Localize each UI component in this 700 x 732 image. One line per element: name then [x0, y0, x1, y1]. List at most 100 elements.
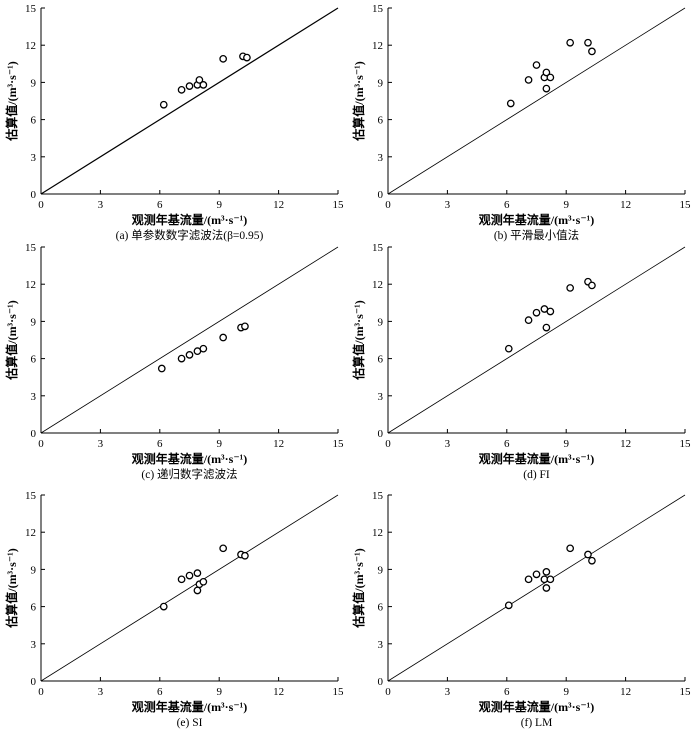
data-point — [185, 82, 194, 90]
y-tick-label: 0 — [378, 189, 384, 201]
y-tick-label: 9 — [31, 77, 37, 89]
y-tick-label: 3 — [378, 391, 384, 403]
y-tick-label: 6 — [378, 354, 384, 366]
y-tick-label: 0 — [31, 428, 37, 440]
y-axis-label: 估算值/(m³·s⁻¹) — [351, 300, 366, 381]
data-point — [219, 333, 228, 342]
data-point — [566, 284, 575, 292]
y-tick-label: 15 — [25, 3, 37, 15]
chart-panel-1: 0 3 6 9 12 15 0 3 6 9 12 15 观测年基流量/(m³·s⁻¹) 估算值/(m³·s… — [4, 3, 344, 242]
panel-caption: (f) LM — [521, 717, 553, 729]
y-tick-label: 15 — [25, 242, 37, 254]
data-point — [546, 307, 555, 316]
x-tick-label: 9 — [216, 199, 222, 211]
data-point — [159, 602, 168, 611]
x-axis-label: 观测年基流量/(m³·s⁻¹) — [132, 699, 248, 714]
y-tick-label: 12 — [372, 527, 383, 539]
x-tick-label: 0 — [38, 686, 44, 698]
one-to-one-line — [387, 494, 686, 682]
y-axis-label: 估算值/(m³·s⁻¹) — [4, 300, 19, 381]
y-axis-label: 估算值/(m³·s⁻¹) — [4, 548, 19, 629]
data-point — [542, 568, 551, 576]
x-tick-label: 6 — [157, 199, 163, 211]
x-tick-label: 9 — [216, 438, 222, 450]
x-tick-label: 6 — [504, 686, 510, 698]
y-tick-label: 0 — [378, 428, 384, 440]
data-point — [524, 316, 533, 325]
data-point — [532, 308, 541, 317]
y-tick-label: 12 — [25, 40, 36, 52]
panel-caption: (c) 递归数字滤波法 — [141, 467, 237, 481]
y-tick-label: 9 — [378, 316, 384, 328]
data-point — [504, 601, 513, 610]
x-axis-label: 观测年基流量/(m³·s⁻¹) — [479, 212, 595, 227]
data-point — [546, 73, 555, 82]
data-point — [193, 586, 202, 595]
data-point — [177, 85, 186, 94]
x-tick-label: 9 — [563, 686, 569, 698]
data-point — [542, 323, 551, 332]
data-point — [177, 354, 186, 363]
data-point — [524, 575, 533, 584]
data-point — [177, 575, 186, 584]
data-point — [532, 61, 541, 69]
data-point — [588, 281, 596, 290]
data-point — [546, 575, 555, 584]
data-point — [195, 76, 204, 84]
y-tick-label: 9 — [31, 564, 37, 576]
y-tick-label: 6 — [378, 115, 384, 127]
x-tick-label: 3 — [98, 199, 104, 211]
x-tick-label: 6 — [504, 438, 510, 450]
x-tick-label: 9 — [216, 686, 222, 698]
chart-panel-3: 0 3 6 9 12 15 0 3 6 9 12 15 观测年基流量/(m³·s⁻¹) 估算值/(m³·s… — [4, 242, 344, 481]
x-tick-label: 3 — [445, 199, 451, 211]
panel-caption: (d) FI — [523, 469, 550, 481]
y-tick-label: 12 — [372, 279, 383, 291]
x-tick-label: 6 — [157, 686, 163, 698]
x-tick-label: 0 — [385, 199, 391, 211]
y-tick-label: 3 — [378, 152, 384, 164]
x-tick-label: 12 — [273, 438, 284, 450]
chart-panel-5: 0 3 6 9 12 15 0 3 6 9 12 15 观测年基流量/(m³·s⁻¹) 估算值/(m³·s… — [4, 490, 344, 729]
x-tick-label: 9 — [563, 438, 569, 450]
y-tick-label: 12 — [372, 40, 383, 52]
y-axis-label: 估算值/(m³·s⁻¹) — [4, 61, 19, 142]
data-point — [199, 81, 208, 89]
x-tick-label: 0 — [38, 438, 44, 450]
x-tick-label: 15 — [680, 438, 692, 450]
x-tick-label: 9 — [563, 199, 569, 211]
one-to-one-line — [40, 246, 339, 434]
y-tick-label: 6 — [31, 354, 37, 366]
one-to-one-line — [40, 7, 339, 195]
x-tick-label: 6 — [504, 199, 510, 211]
data-point — [157, 364, 166, 373]
y-tick-label: 15 — [372, 242, 384, 254]
x-tick-label: 12 — [620, 686, 631, 698]
x-tick-label: 12 — [620, 438, 631, 450]
one-to-one-line — [40, 494, 339, 682]
data-point — [588, 47, 596, 56]
data-point — [185, 571, 194, 580]
y-tick-label: 9 — [378, 77, 384, 89]
y-tick-label: 3 — [378, 639, 384, 651]
y-tick-label: 0 — [378, 676, 384, 688]
chart-panel-6: 0 3 6 9 12 15 0 3 6 9 12 15 观测年基流量/(m³·s⁻¹) 估算值/(m³·s… — [351, 490, 691, 729]
x-tick-label: 0 — [385, 438, 391, 450]
y-axis-label: 估算值/(m³·s⁻¹) — [351, 548, 366, 629]
data-point — [532, 570, 541, 579]
data-point — [199, 344, 208, 353]
y-tick-label: 3 — [31, 391, 37, 403]
y-axis-label: 估算值/(m³·s⁻¹) — [351, 61, 366, 142]
x-axis-label: 观测年基流量/(m³·s⁻¹) — [132, 451, 248, 466]
data-point — [506, 99, 515, 108]
data-point — [524, 76, 533, 84]
x-axis-label: 观测年基流量/(m³·s⁻¹) — [479, 699, 595, 714]
one-to-one-line — [387, 246, 686, 434]
data-point — [185, 351, 194, 359]
x-axis-label: 观测年基流量/(m³·s⁻¹) — [479, 451, 595, 466]
data-point — [542, 68, 551, 77]
panel-caption: (b) 平滑最小值法 — [494, 228, 579, 242]
x-tick-label: 15 — [333, 199, 345, 211]
data-point — [159, 100, 168, 109]
